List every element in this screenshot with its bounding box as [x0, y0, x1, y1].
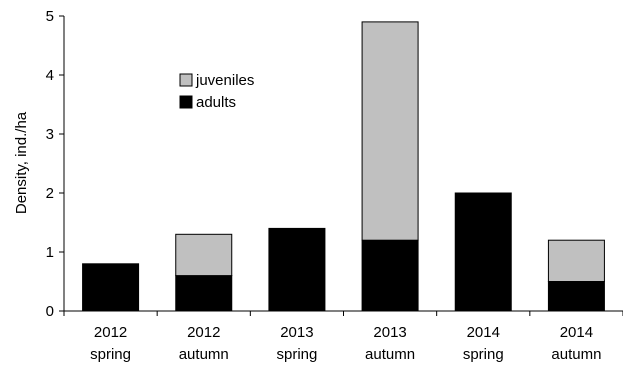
legend-label-juveniles: juveniles: [195, 72, 254, 89]
bar-adults: [547, 281, 605, 312]
bar-adults: [268, 227, 326, 312]
x-tick-label-season: autumn: [179, 346, 229, 363]
bar-juveniles: [547, 239, 605, 282]
y-tick-label: 2: [46, 185, 54, 202]
bar-adults: [361, 239, 419, 312]
x-tick-label-season: autumn: [365, 346, 415, 363]
plot-area: 0 1 2 3 4 5 2012 spring 2012 autumn 2013 spring 2013…: [46, 8, 623, 363]
legend-label-adults: adults: [196, 94, 236, 111]
bar-adults: [175, 275, 233, 312]
y-tick-label: 0: [46, 303, 54, 320]
bar-juveniles: [361, 21, 419, 241]
legend-swatch-juveniles: [179, 73, 193, 87]
legend: juveniles adults: [179, 72, 254, 111]
x-tick-label-year: 2013: [373, 324, 406, 341]
x-tick-label-season: spring: [276, 346, 317, 363]
y-tick-label: 1: [46, 244, 54, 261]
x-tick-label-year: 2013: [280, 324, 313, 341]
x-tick-label-year: 2014: [560, 324, 593, 341]
bar-adults: [454, 192, 512, 312]
y-tick-label: 4: [46, 67, 54, 84]
legend-swatch-adults: [179, 95, 193, 109]
y-tick-label: 3: [46, 126, 54, 143]
bar-adults: [82, 263, 140, 312]
x-tick-label-year: 2014: [467, 324, 500, 341]
y-axis-title: Density, ind./ha: [13, 111, 30, 214]
x-tick-label-season: spring: [463, 346, 504, 363]
bar-juveniles: [175, 233, 233, 277]
x-tick-label-season: spring: [90, 346, 131, 363]
x-tick-label-year: 2012: [94, 324, 127, 341]
y-tick-label: 5: [46, 8, 54, 25]
x-tick-label-year: 2012: [187, 324, 220, 341]
x-tick-label-season: autumn: [551, 346, 601, 363]
